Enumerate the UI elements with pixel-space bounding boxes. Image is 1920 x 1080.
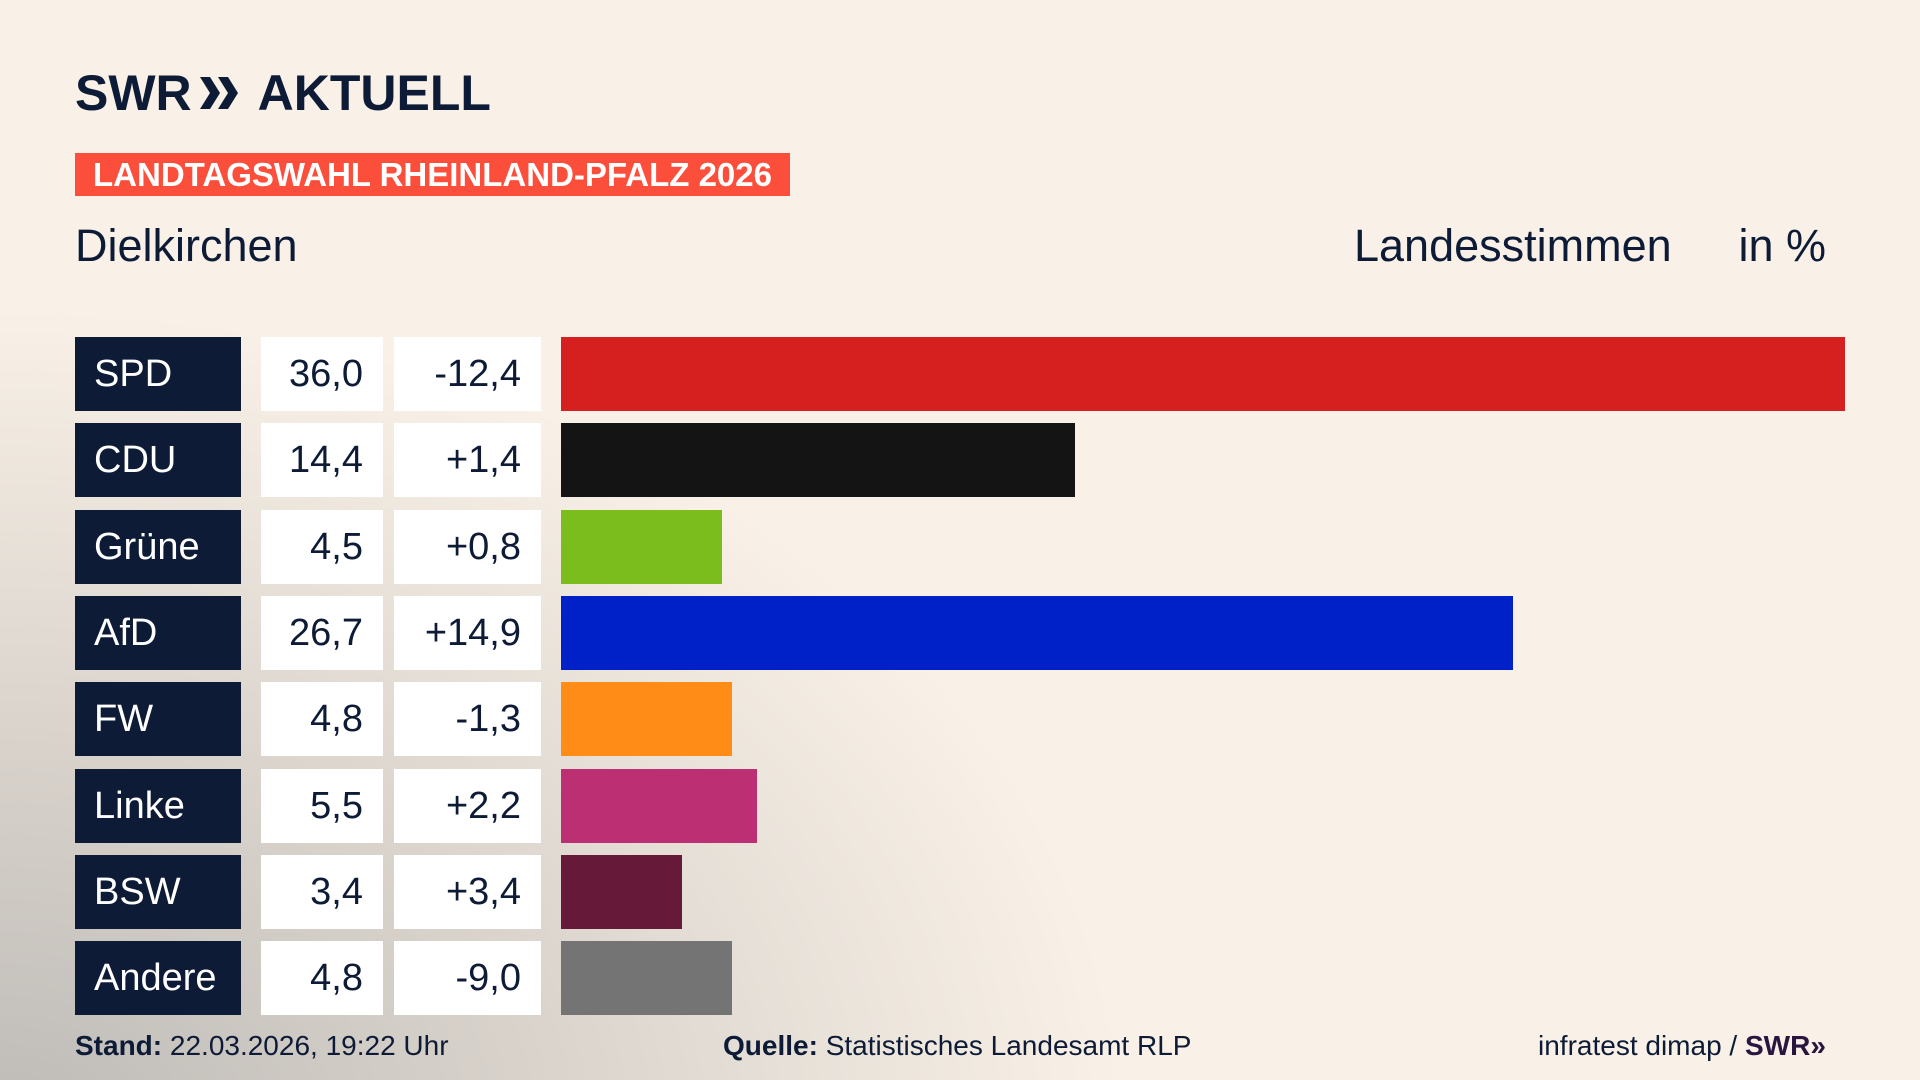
vote-share: 3,4 — [261, 854, 383, 929]
vote-change: -12,4 — [394, 337, 541, 411]
stand-label: Stand: — [75, 1030, 163, 1061]
party-name: Linke — [75, 768, 241, 843]
party-name: Andere — [75, 941, 241, 1016]
party-name: CDU — [75, 423, 241, 498]
vote-share: 36,0 — [261, 337, 383, 411]
vote-change: -1,3 — [394, 682, 541, 757]
swr-aktuell-logo: SWR AKTUELL — [75, 65, 491, 121]
bar-spd — [561, 337, 1845, 411]
vote-share: 5,5 — [261, 768, 383, 843]
source-value: Statistisches Landesamt RLP — [825, 1030, 1192, 1061]
vote-share: 26,7 — [261, 595, 383, 670]
vote-share: 4,8 — [261, 941, 383, 1016]
vote-change: +2,2 — [394, 768, 541, 843]
vote-change: +0,8 — [394, 509, 541, 584]
place-title: Dielkirchen — [75, 220, 298, 271]
chevrons-icon: » — [1810, 1030, 1826, 1061]
bar-afd — [561, 595, 1514, 670]
bar-cdu — [561, 423, 1075, 498]
vote-share: 4,8 — [261, 682, 383, 757]
bar-fw — [561, 682, 733, 757]
source-label: Quelle: — [723, 1030, 818, 1061]
bar-linke — [561, 768, 758, 843]
logo-aktuell-text: AKTUELL — [257, 65, 491, 121]
bar-grüne — [561, 509, 722, 584]
vote-change: +1,4 — [394, 423, 541, 498]
party-name: SPD — [75, 337, 241, 411]
source: Quelle: Statistisches Landesamt RLP — [723, 1030, 1191, 1062]
credit: infratest dimap / SWR» — [1538, 1030, 1826, 1062]
timestamp: Stand: 22.03.2026, 19:22 Uhr — [75, 1030, 449, 1062]
vote-type-label: Landesstimmen — [1354, 220, 1672, 271]
vote-share: 14,4 — [261, 423, 383, 498]
credit-text: infratest dimap / — [1538, 1030, 1738, 1061]
party-name: BSW — [75, 854, 241, 929]
credit-swr-logo: SWR — [1744, 1030, 1811, 1061]
vote-change: +3,4 — [394, 854, 541, 929]
party-name: FW — [75, 682, 241, 757]
bar-bsw — [561, 854, 683, 929]
stand-value: 22.03.2026, 19:22 Uhr — [169, 1030, 449, 1061]
bar-andere — [561, 941, 733, 1016]
election-badge: LANDTAGSWAHL RHEINLAND-PFALZ 2026 — [75, 153, 790, 196]
vote-share: 4,5 — [261, 509, 383, 584]
party-name: AfD — [75, 595, 241, 670]
party-name: Grüne — [75, 509, 241, 584]
vote-change: +14,9 — [394, 595, 541, 670]
vote-change: -9,0 — [394, 941, 541, 1016]
unit-label: in % — [1738, 220, 1826, 271]
chevrons-icon — [199, 77, 238, 109]
logo-swr-text: SWR — [75, 65, 192, 121]
